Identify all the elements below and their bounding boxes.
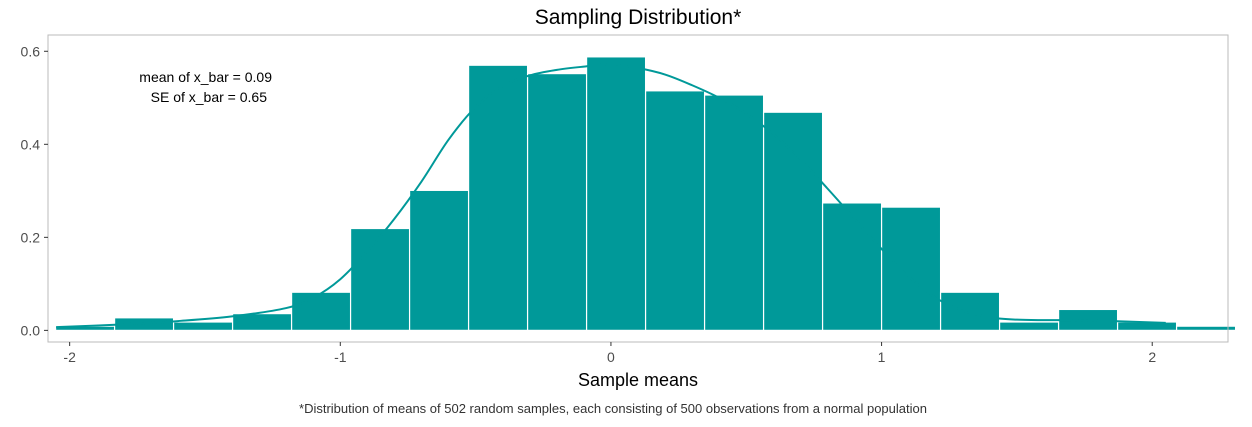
y-tick-label: 0.6 [21,43,41,59]
histogram-bar [172,321,234,331]
histogram-bar [467,64,529,331]
histogram-bar [644,90,706,331]
histogram-bar [408,189,470,331]
chart-caption: *Distribution of means of 502 random sam… [299,401,927,416]
annotation-mean: mean of x_bar = 0.09 [139,69,272,85]
histogram-bar [526,73,588,331]
plot-panel-border [47,34,1229,343]
histogram-bar [880,206,942,331]
x-axis-title: Sample means [578,370,698,390]
histogram-bar [290,291,352,331]
y-tick-label: 0.2 [21,229,41,245]
annotation-se: SE of x_bar = 0.65 [151,89,268,105]
y-tick-label: 0.0 [21,322,41,338]
histogram-bar [349,227,411,331]
x-tick-label: 2 [1148,349,1156,365]
density-curve [56,63,1166,329]
x-tick-label: 1 [878,349,886,365]
x-tick-label: 0 [607,349,615,365]
y-axis: 0.0 0.2 0.4 0.6 [21,43,48,338]
chart-title: Sampling Distribution* [535,6,742,29]
x-tick-label: -2 [63,349,76,365]
histogram-bar [1175,325,1237,331]
histogram-bars [54,56,1237,331]
y-tick-label: 0.4 [21,136,41,152]
histogram-bar [998,321,1060,331]
histogram-bar [939,291,1001,331]
x-tick-label: -1 [334,349,347,365]
histogram-bar [762,111,824,331]
histogram-bar [821,202,883,331]
x-axis: -2 -1 0 1 2 [63,342,1156,365]
histogram-bar [585,56,647,331]
histogram-bar [703,94,765,331]
